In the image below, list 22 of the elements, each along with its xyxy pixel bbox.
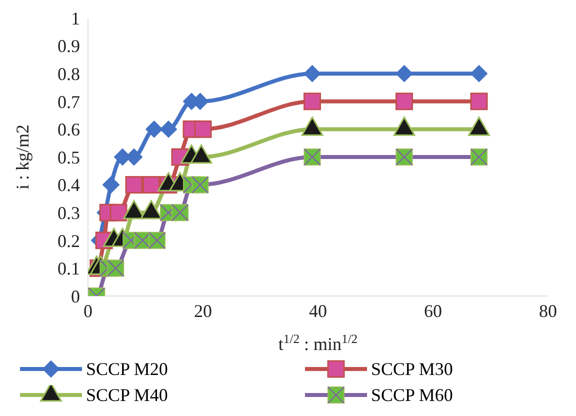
y-tick-label: 0.1: [58, 258, 80, 279]
legend-label: SCCP M30: [371, 358, 453, 380]
y-tick-label: 0.3: [58, 202, 80, 223]
legend-label: SCCP M60: [371, 384, 453, 406]
x-tick-label: 40: [309, 300, 327, 321]
x-tick-label: 0: [84, 300, 92, 321]
x-tick-label: 20: [194, 300, 212, 321]
y-tick-label: 0.7: [58, 92, 80, 112]
y-axis-title: i : kg/m2: [12, 124, 32, 190]
y-tick-label: 0.6: [58, 120, 80, 140]
x-tick-label: 60: [424, 300, 442, 321]
x-axis-title: t$^{1/2}$ : min$^{1/2}$: [278, 332, 358, 354]
x-tick-label: 80: [539, 300, 557, 321]
y-tick-label: 0.2: [58, 230, 80, 251]
legend-label: SCCP M40: [86, 384, 168, 406]
legend-label: SCCP M20: [86, 358, 168, 380]
y-tick-label: 0.9: [58, 36, 80, 56]
y-tick-label: 1: [71, 8, 80, 28]
y-tick-label: 0.8: [58, 64, 80, 84]
y-tick-label: 0.5: [58, 147, 80, 168]
y-tick-label: 0.4: [58, 175, 80, 196]
y-tick-label: 0: [71, 286, 80, 306]
